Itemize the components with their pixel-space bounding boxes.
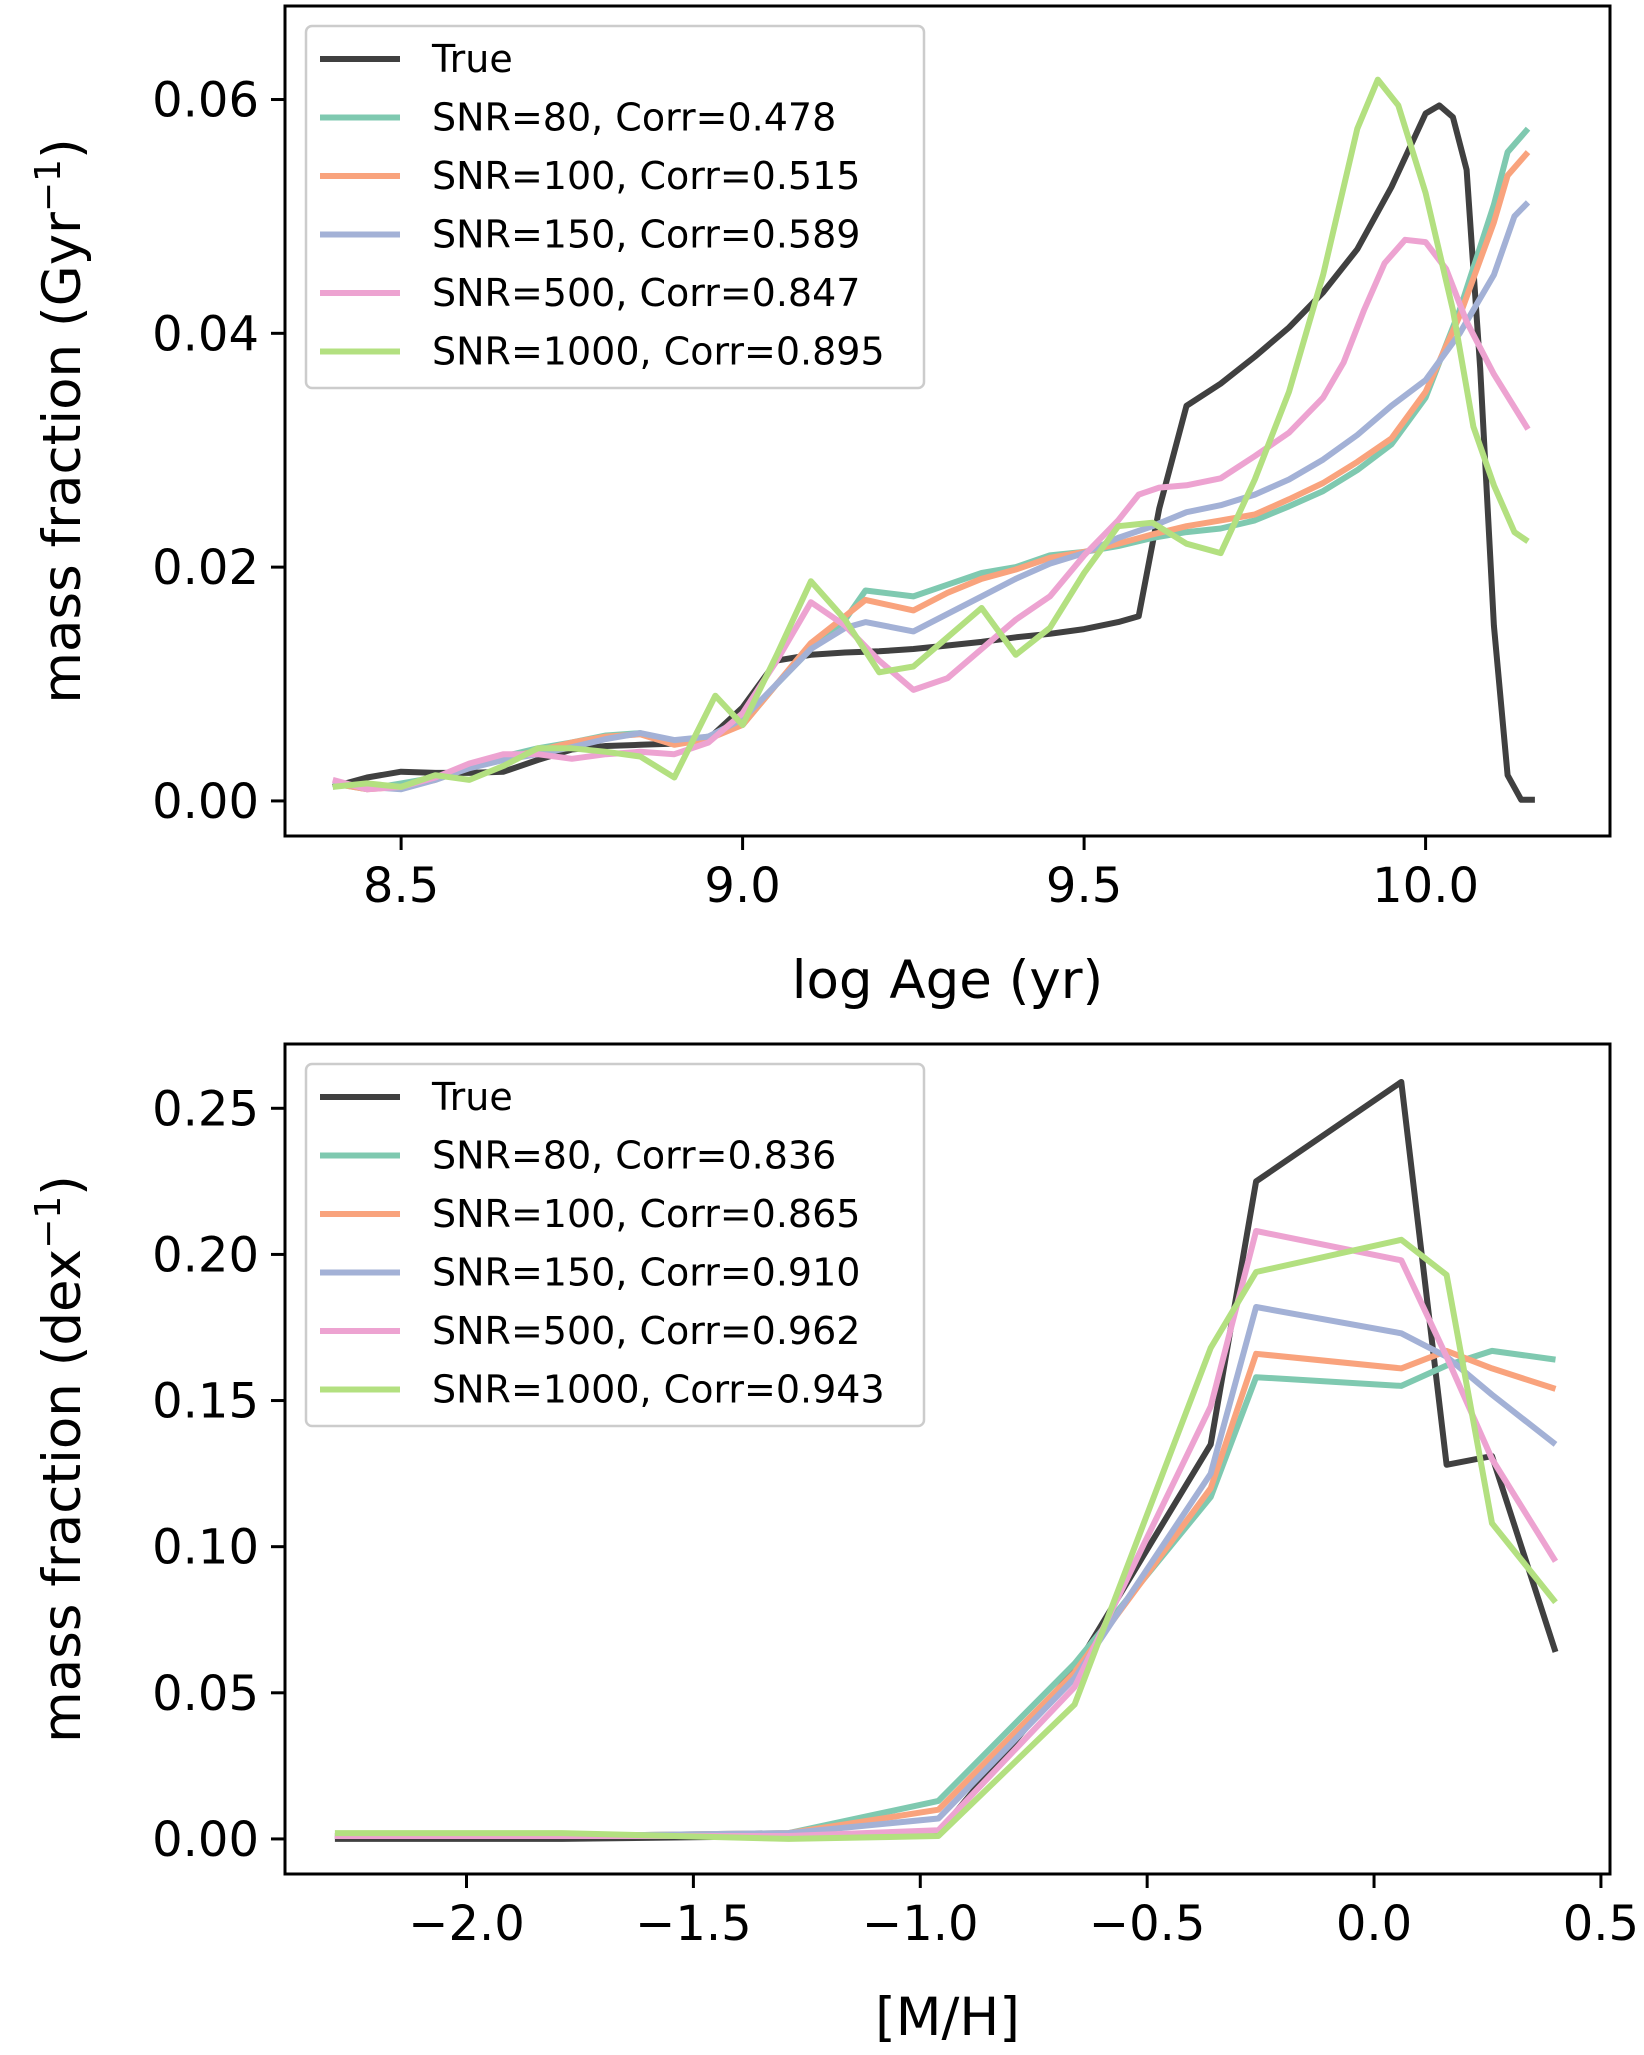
age-y-tick-label: 0.02 <box>152 540 259 596</box>
age-y-tick-label: 0.06 <box>152 73 259 129</box>
age-legend-label: SNR=80, Corr=0.478 <box>432 96 836 140</box>
metallicity-y-tick-label: 0.25 <box>152 1081 259 1137</box>
metallicity-legend-label: SNR=500, Corr=0.962 <box>432 1309 860 1353</box>
metallicity-y-ticks: 0.00 0.05 0.10 0.15 0.20 0.25 <box>152 1081 285 1868</box>
metallicity-axes-frame <box>283 1042 1612 1876</box>
age-series-line-snr-1000 <box>332 76 1530 790</box>
metallicity-x-tick-label: −2.0 <box>408 1896 525 1952</box>
metallicity-legend: True SNR=80, Corr=0.836 SNR=100, Corr=0.86… <box>304 1062 926 1428</box>
age-x-ticks: 8.5 9.0 9.5 10.0 <box>363 836 1479 914</box>
age-y-label-close: ) <box>32 138 93 159</box>
metallicity-y-tick-label: 0.05 <box>152 1666 259 1722</box>
metallicity-x-ticks: −2.0 −1.5 −1.0 −0.5 0.0 0.5 <box>408 1874 1639 1952</box>
metallicity-y-label-close: ) <box>32 1175 93 1196</box>
age-x-tick-label: 8.5 <box>363 858 439 914</box>
metallicity-y-tick-label: 0.20 <box>152 1227 259 1283</box>
metallicity-y-label-exponent: −1 <box>28 1196 69 1249</box>
metallicity-y-tick-label: 0.00 <box>152 1812 259 1868</box>
metallicity-series-line-snr-1000 <box>334 1236 1558 1842</box>
metallicity-plot-area <box>334 1079 1559 1842</box>
metallicity-legend-label: True <box>431 1075 513 1119</box>
metallicity-legend-label: SNR=150, Corr=0.910 <box>432 1251 860 1295</box>
metallicity-y-axis-label: mass fraction (dex−1) <box>28 1175 93 1743</box>
age-y-ticks: 0.00 0.02 0.04 0.06 <box>152 73 285 830</box>
age-y-label-exponent: −1 <box>28 159 69 212</box>
age-legend-box <box>304 24 926 390</box>
metallicity-panel: −2.0 −1.5 −1.0 −0.5 0.0 0.5 0.000.050.100.150… <box>28 1042 1639 2048</box>
metallicity-x-tick-label: −1.5 <box>635 1896 752 1952</box>
age-legend-label: SNR=100, Corr=0.515 <box>432 154 860 198</box>
metallicity-y-label-main: mass fraction (dex <box>32 1249 93 1743</box>
age-plot-area <box>332 76 1535 803</box>
age-panel: 8.5 9.0 9.5 10.0 0.00 0.02 0.04 0.06 log Age (… <box>28 4 1612 1011</box>
metallicity-x-tick-label: −1.0 <box>862 1896 979 1952</box>
metallicity-y-tick-label: 0.15 <box>152 1374 259 1430</box>
metallicity-legend-label: SNR=100, Corr=0.865 <box>432 1192 860 1236</box>
age-y-tick-label: 0.00 <box>152 774 259 830</box>
age-x-axis-label: log Age (yr) <box>792 950 1104 1011</box>
age-y-label-main: mass fraction (Gyr <box>32 212 93 704</box>
age-legend-label: SNR=150, Corr=0.589 <box>432 213 860 257</box>
age-y-axis-label: mass fraction (Gyr−1) <box>28 138 93 703</box>
metallicity-x-axis-label: [M/H] <box>875 1987 1020 2048</box>
age-x-tick-label: 10.0 <box>1372 858 1479 914</box>
metallicity-x-tick-label: 0.0 <box>1336 1896 1412 1952</box>
metallicity-legend-box <box>304 1062 926 1428</box>
metallicity-legend-label: SNR=1000, Corr=0.943 <box>432 1368 885 1412</box>
age-legend-label: SNR=500, Corr=0.847 <box>432 271 860 315</box>
age-axes-frame <box>283 4 1612 838</box>
age-y-tick-label: 0.04 <box>152 306 259 362</box>
metallicity-y-tick-label: 0.10 <box>152 1520 259 1576</box>
metallicity-legend-label: SNR=80, Corr=0.836 <box>432 1134 836 1178</box>
metallicity-x-tick-label: 0.5 <box>1563 1896 1639 1952</box>
metallicity-x-tick-label: −0.5 <box>1089 1896 1206 1952</box>
age-x-tick-label: 9.5 <box>1046 858 1122 914</box>
age-legend-label: True <box>431 37 513 81</box>
age-legend-label: SNR=1000, Corr=0.895 <box>432 330 885 374</box>
age-legend: True SNR=80, Corr=0.478 SNR=100, Corr=0.51… <box>304 24 926 390</box>
age-x-tick-label: 9.0 <box>704 858 780 914</box>
